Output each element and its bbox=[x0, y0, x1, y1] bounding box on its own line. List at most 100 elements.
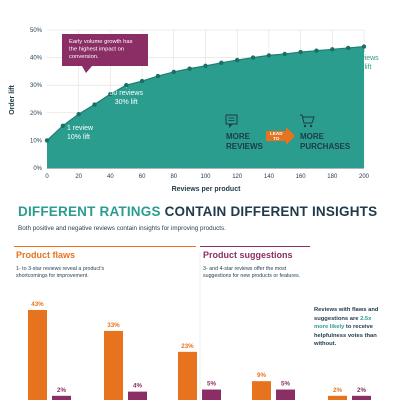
data-point bbox=[76, 111, 81, 117]
x-tick-label: 0 bbox=[45, 174, 49, 180]
data-point bbox=[108, 91, 113, 97]
more-purchases-line2: PURCHASES bbox=[300, 142, 351, 151]
data-point bbox=[139, 78, 145, 84]
x-axis-label: Reviews per product bbox=[172, 186, 242, 193]
ratings-insights-section: DIFFERENT RATINGS CONTAIN DIFFERENT INSI… bbox=[0, 200, 400, 400]
x-tick-label: 100 bbox=[200, 174, 211, 180]
lead-to-line1: LEAD bbox=[270, 131, 283, 136]
annotation-value: 10% lift bbox=[67, 134, 90, 141]
bar bbox=[328, 395, 347, 400]
data-point bbox=[298, 49, 303, 55]
suggestions-header-rule bbox=[200, 246, 310, 247]
x-tick-label: 120 bbox=[232, 174, 243, 180]
annotation-value: 41% lift bbox=[273, 72, 296, 79]
annotation-label: 1 review bbox=[67, 125, 94, 132]
bar-value-label: 4% bbox=[133, 383, 142, 390]
purchase-cart-icon bbox=[300, 114, 315, 128]
x-tick-label: 180 bbox=[327, 174, 338, 180]
bar-value-label: 43% bbox=[31, 301, 44, 308]
more-purchases-line1: MORE bbox=[300, 132, 325, 141]
x-tick-label: 60 bbox=[139, 174, 146, 180]
bar bbox=[178, 351, 197, 400]
callout-line: the highest impact on bbox=[69, 47, 124, 53]
data-point bbox=[187, 66, 192, 71]
callout-text: Early volume growth has the highest impac… bbox=[69, 39, 133, 60]
y-tick-label: 0% bbox=[33, 166, 42, 172]
x-tick-label: 20 bbox=[75, 174, 82, 180]
note-text-after: to receive helpfulness votes than withou… bbox=[314, 324, 377, 347]
title-part-2: CONTAIN DIFFERENT INSIGHTS bbox=[164, 204, 378, 219]
bar bbox=[252, 381, 271, 400]
data-point bbox=[266, 53, 272, 58]
data-point bbox=[361, 44, 367, 49]
bar-value-label: 5% bbox=[207, 381, 216, 388]
data-point bbox=[250, 55, 256, 60]
y-tick-label: 10% bbox=[30, 138, 43, 144]
flaws-header-rule bbox=[14, 246, 196, 247]
x-tick-label: 160 bbox=[296, 174, 307, 180]
y-tick-label: 40% bbox=[30, 56, 43, 62]
review-icon bbox=[225, 114, 238, 128]
annotation-label: 50 reviews bbox=[110, 90, 144, 97]
data-point bbox=[345, 45, 351, 51]
bar bbox=[276, 389, 295, 400]
data-point bbox=[314, 48, 319, 53]
section-title: DIFFERENT RATINGS CONTAIN DIFFERENT INSI… bbox=[18, 204, 377, 219]
data-point bbox=[44, 138, 50, 143]
data-point bbox=[330, 47, 335, 52]
callout-line: conversion. bbox=[69, 54, 99, 60]
lead-to-arrow-icon bbox=[266, 127, 295, 145]
data-point bbox=[155, 73, 161, 79]
annotation-value: 44% lift bbox=[349, 64, 372, 71]
annotation-label: 200 reviews bbox=[341, 55, 379, 62]
product-suggestions-description: 3- and 4-star reviews offer the most sug… bbox=[203, 266, 301, 279]
data-point bbox=[124, 83, 129, 88]
bar-value-label: 2% bbox=[333, 387, 342, 394]
data-point bbox=[282, 51, 287, 57]
product-flaws-description: 1- to 3-star reviews reveal a product's … bbox=[16, 266, 105, 279]
annotation-value: 30% lift bbox=[115, 99, 138, 106]
bar bbox=[202, 389, 221, 400]
bar bbox=[104, 330, 123, 400]
y-tick-label: 50% bbox=[30, 28, 43, 34]
bar bbox=[52, 395, 71, 400]
bar bbox=[28, 310, 47, 400]
y-tick-label: 30% bbox=[30, 83, 43, 89]
data-point bbox=[171, 69, 176, 75]
bar-value-label: 2% bbox=[57, 387, 66, 394]
bar-value-label: 2% bbox=[357, 387, 366, 394]
helpfulness-note: Reviews with flaws and suggestions are 2… bbox=[314, 306, 384, 349]
annotation-value: 37% lift bbox=[194, 84, 217, 91]
section-subtitle: Both positive and negative reviews conta… bbox=[18, 225, 226, 232]
x-tick-label: 200 bbox=[359, 174, 370, 180]
annotation-label: 100 reviews bbox=[187, 75, 225, 82]
y-tick-label: 20% bbox=[30, 111, 43, 117]
lead-to-line2: TO bbox=[273, 136, 280, 141]
bar-value-label: 5% bbox=[281, 381, 290, 388]
bar-value-label: 23% bbox=[181, 343, 194, 350]
product-flaws-heading: Product flaws bbox=[16, 250, 76, 260]
x-tick-label: 140 bbox=[264, 174, 275, 180]
note-text-before: Reviews with flaws and suggestions are bbox=[314, 307, 379, 322]
product-suggestions-heading: Product suggestions bbox=[203, 250, 293, 260]
more-reviews-line2: REVIEWS bbox=[226, 142, 264, 151]
y-axis-label: Order lift bbox=[9, 85, 16, 115]
bar-value-label: 9% bbox=[257, 372, 266, 379]
bar bbox=[352, 395, 371, 400]
x-tick-label: 40 bbox=[107, 174, 114, 180]
data-point bbox=[92, 102, 97, 107]
bar-value-label: 33% bbox=[107, 322, 120, 329]
note-highlight: 2.5x more likely bbox=[314, 315, 372, 331]
annotation-label: 150 reviews bbox=[266, 63, 304, 70]
order-lift-chart-section: 0% 10% 20% 30% 40% 50% 0 20 40 60 80 100 120 140 160 1… bbox=[9, 28, 379, 193]
data-point bbox=[203, 63, 208, 69]
more-reviews-line1: MORE bbox=[226, 132, 251, 141]
data-point bbox=[60, 123, 66, 128]
title-part-1: DIFFERENT RATINGS bbox=[18, 204, 161, 219]
data-point bbox=[219, 60, 224, 66]
bar bbox=[128, 391, 147, 400]
callout-line: Early volume growth has bbox=[69, 39, 133, 45]
order-lift-chart: 0% 10% 20% 30% 40% 50% 0 20 40 60 80 100 120 140 160 1… bbox=[9, 28, 379, 193]
x-tick-label: 80 bbox=[170, 174, 177, 180]
data-point bbox=[235, 57, 240, 63]
